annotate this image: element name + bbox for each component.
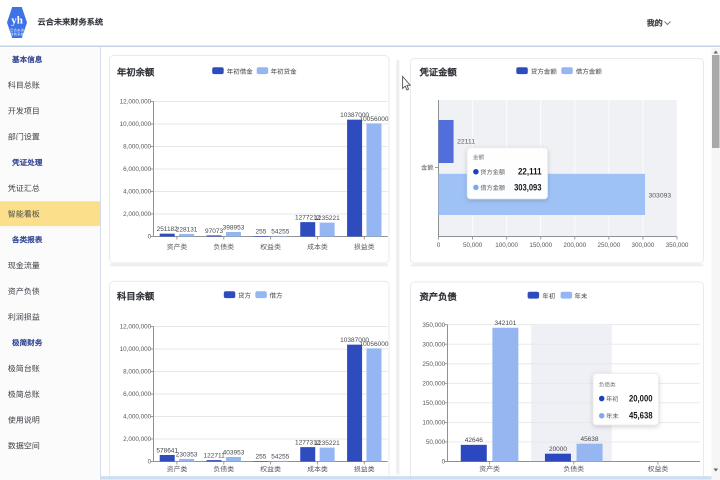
svg-text:250,000: 250,000 bbox=[598, 242, 621, 249]
svg-text:10056000: 10056000 bbox=[360, 116, 389, 123]
svg-text:54255: 54255 bbox=[271, 228, 289, 235]
svg-text:303,093: 303,093 bbox=[514, 181, 541, 192]
svg-text:1277312: 1277312 bbox=[295, 440, 321, 447]
svg-text:50,000: 50,000 bbox=[426, 439, 446, 446]
svg-text:150,000: 150,000 bbox=[422, 400, 445, 407]
svg-text:12,000,000: 12,000,000 bbox=[120, 99, 152, 106]
svg-text:100,000: 100,000 bbox=[495, 242, 518, 249]
svg-text:200,000: 200,000 bbox=[422, 381, 445, 388]
svg-text:0: 0 bbox=[148, 234, 152, 241]
svg-text:251182: 251182 bbox=[157, 226, 179, 233]
svg-text:10,000,000: 10,000,000 bbox=[120, 121, 152, 128]
svg-text:578641: 578641 bbox=[156, 447, 178, 454]
svg-text:2,000,000: 2,000,000 bbox=[123, 436, 152, 443]
svg-text:4,000,000: 4,000,000 bbox=[123, 414, 152, 421]
svg-text:4,000,000: 4,000,000 bbox=[123, 189, 152, 196]
svg-text:50,000: 50,000 bbox=[463, 242, 483, 249]
svg-text:54255: 54255 bbox=[271, 453, 289, 460]
svg-text:1235221: 1235221 bbox=[314, 440, 340, 447]
svg-text:20000: 20000 bbox=[549, 446, 567, 453]
svg-text:8,000,000: 8,000,000 bbox=[123, 144, 152, 151]
svg-text:303093: 303093 bbox=[649, 193, 672, 200]
svg-text:200,000: 200,000 bbox=[563, 242, 586, 249]
svg-text:12,000,000: 12,000,000 bbox=[120, 324, 152, 331]
svg-text:228131: 228131 bbox=[176, 226, 198, 233]
svg-text:100,000: 100,000 bbox=[422, 420, 445, 427]
svg-text:300,000: 300,000 bbox=[632, 242, 655, 249]
svg-text:10056000: 10056000 bbox=[360, 341, 389, 348]
svg-text:0: 0 bbox=[437, 242, 441, 249]
svg-text:150,000: 150,000 bbox=[529, 242, 552, 249]
svg-text:0: 0 bbox=[148, 459, 152, 466]
svg-text:2,000,000: 2,000,000 bbox=[123, 211, 152, 218]
svg-text:8,000,000: 8,000,000 bbox=[123, 369, 152, 376]
svg-text:20,000: 20,000 bbox=[629, 393, 653, 404]
svg-text:6,000,000: 6,000,000 bbox=[123, 391, 152, 398]
svg-text:10,000,000: 10,000,000 bbox=[120, 346, 152, 353]
svg-text:255: 255 bbox=[255, 453, 266, 460]
svg-text:22111: 22111 bbox=[457, 139, 475, 146]
svg-text:230353: 230353 bbox=[176, 451, 198, 458]
svg-text:350,000: 350,000 bbox=[666, 242, 689, 249]
svg-text:342101: 342101 bbox=[495, 320, 517, 327]
svg-text:403953: 403953 bbox=[223, 449, 245, 456]
svg-text:1235221: 1235221 bbox=[314, 215, 340, 222]
svg-text:45,638: 45,638 bbox=[629, 410, 653, 421]
svg-text:250,000: 250,000 bbox=[422, 361, 445, 368]
svg-text:122711: 122711 bbox=[203, 453, 225, 460]
svg-text:97073: 97073 bbox=[205, 228, 223, 235]
svg-text:1277212: 1277212 bbox=[295, 215, 321, 222]
svg-text:398953: 398953 bbox=[223, 224, 245, 231]
svg-text:0: 0 bbox=[442, 459, 446, 466]
svg-text:yh: yh bbox=[11, 15, 23, 27]
svg-text:300,000: 300,000 bbox=[422, 341, 445, 348]
svg-text:22,111: 22,111 bbox=[518, 166, 542, 177]
svg-text:6,000,000: 6,000,000 bbox=[123, 166, 152, 173]
svg-text:10387000: 10387000 bbox=[340, 337, 369, 344]
svg-text:255: 255 bbox=[255, 228, 266, 235]
svg-text:42646: 42646 bbox=[465, 437, 483, 444]
svg-text:45638: 45638 bbox=[580, 436, 598, 443]
svg-text:10387000: 10387000 bbox=[340, 112, 369, 119]
svg-text:350,000: 350,000 bbox=[422, 322, 445, 329]
